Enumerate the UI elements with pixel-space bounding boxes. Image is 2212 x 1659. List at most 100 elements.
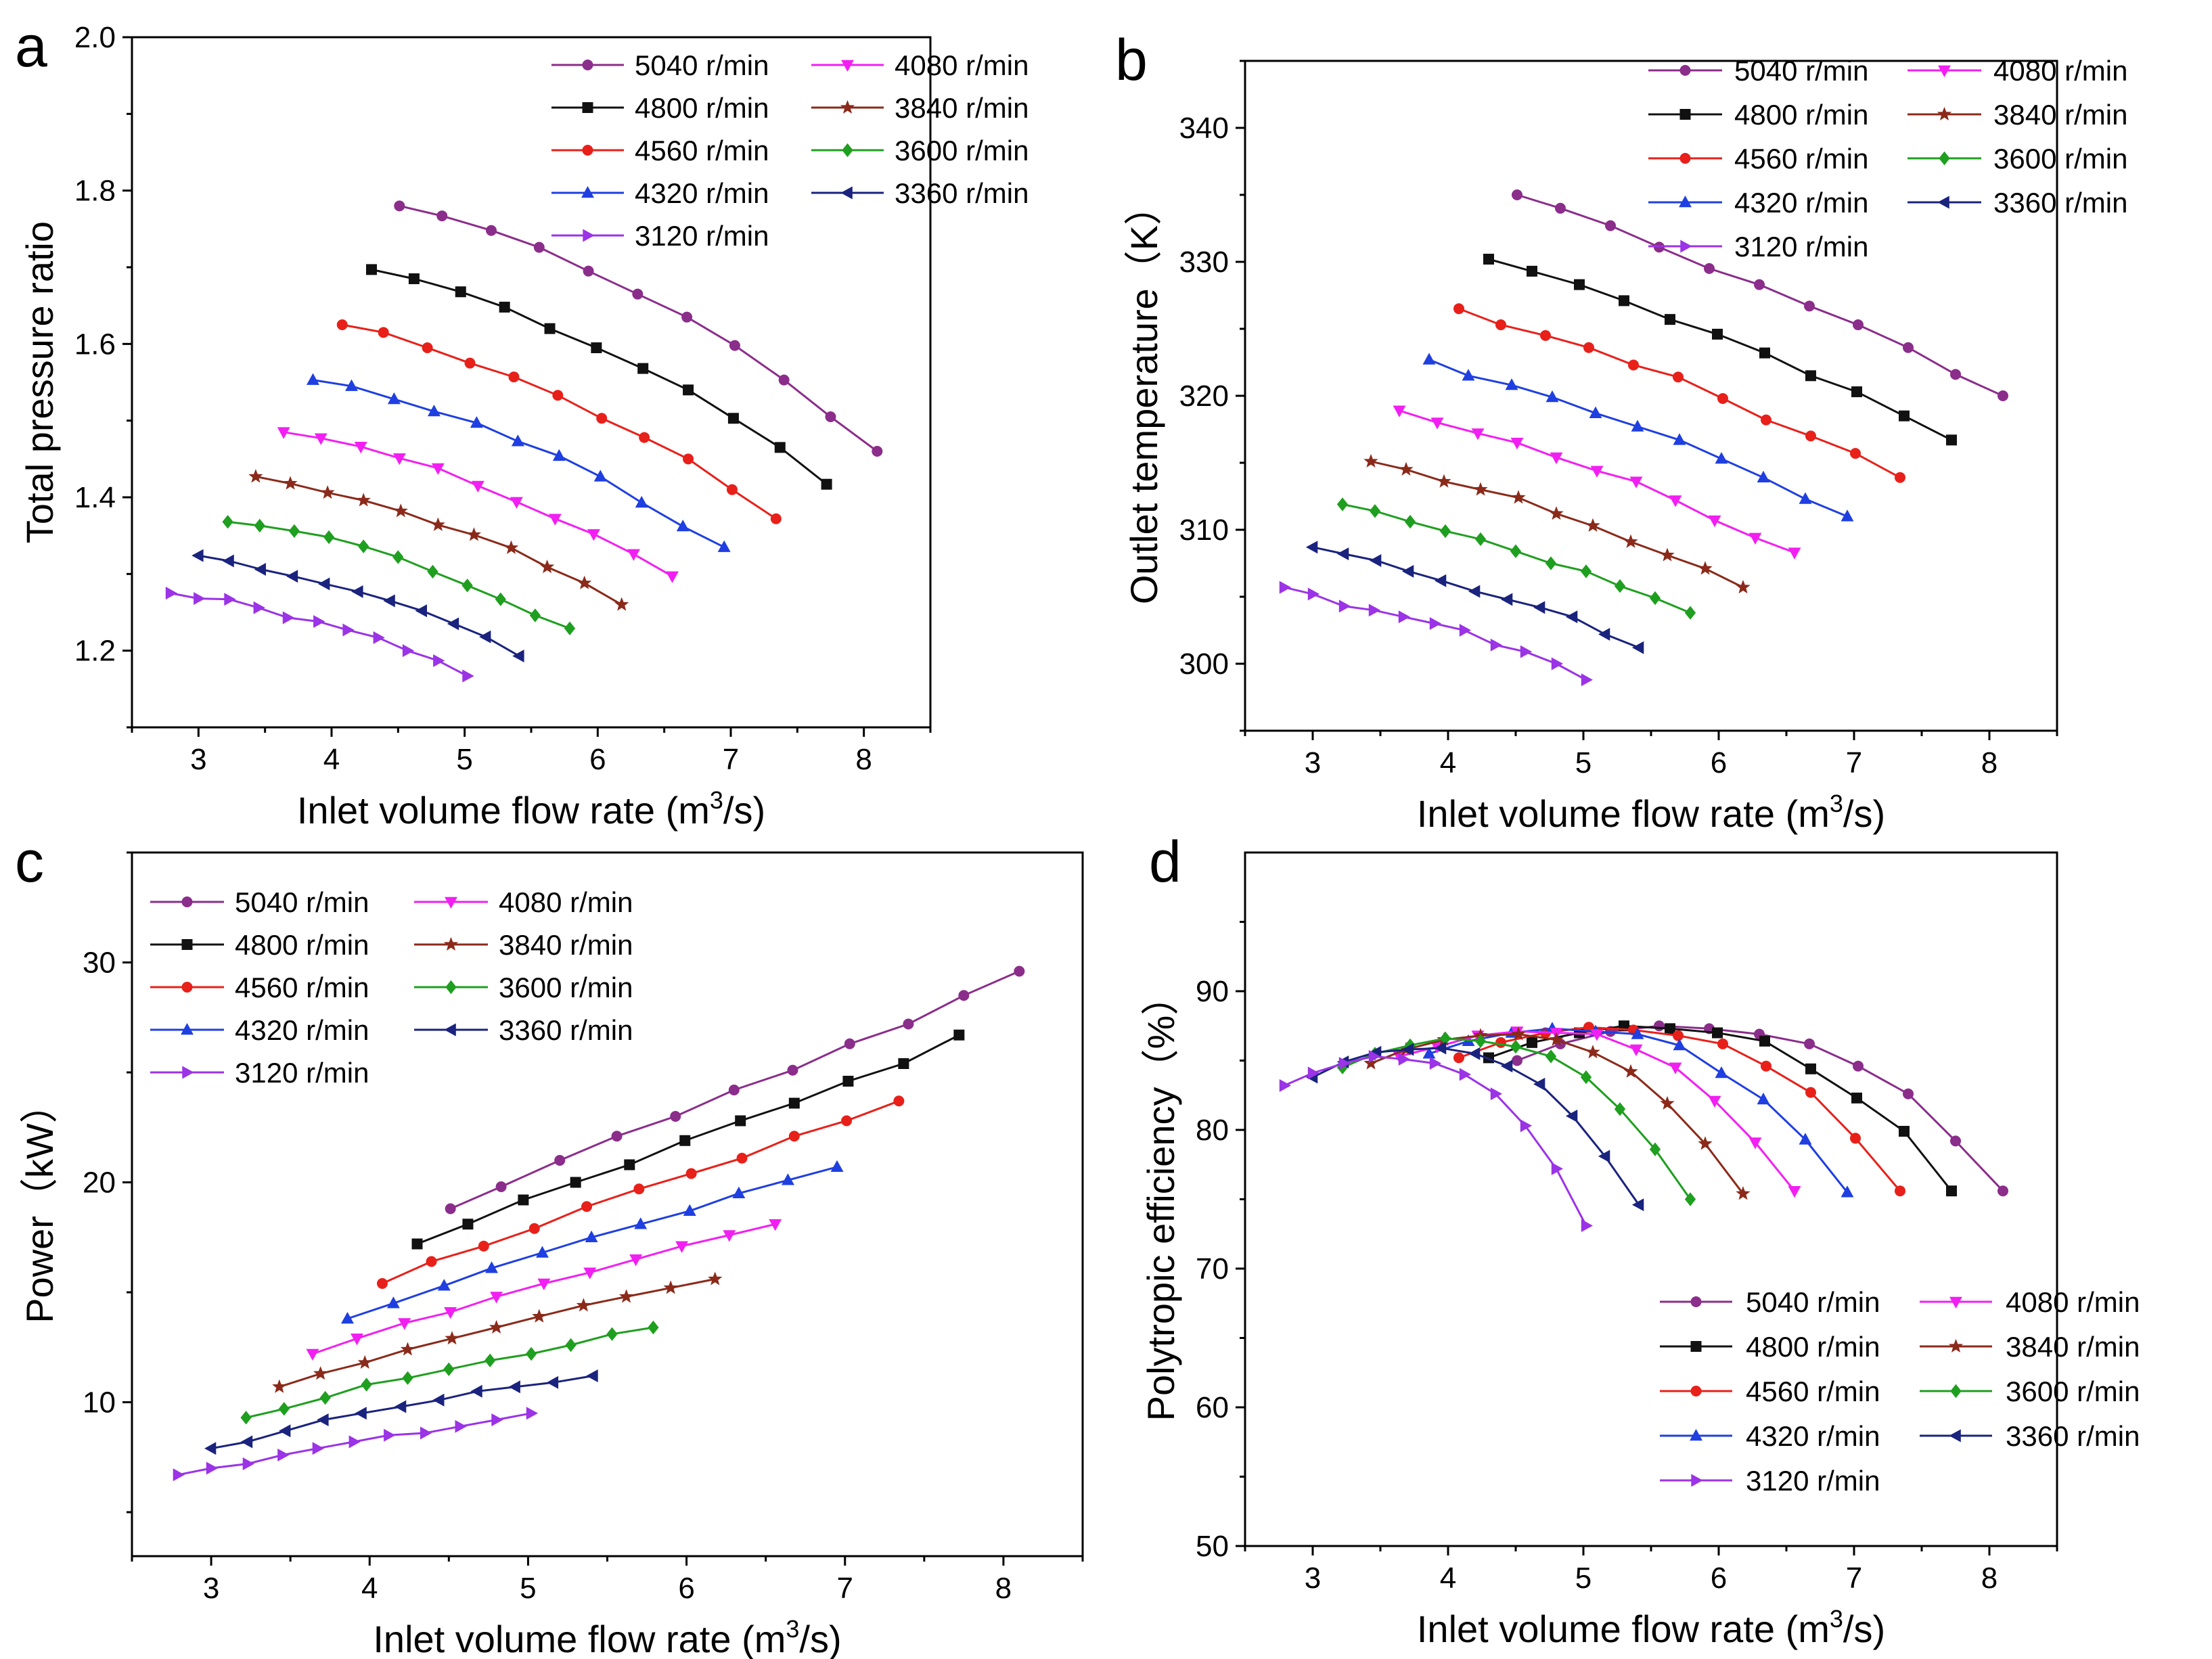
legend-label: 4800 r/min <box>1746 1331 1880 1363</box>
data-point <box>552 449 566 461</box>
data-point <box>479 630 491 643</box>
data-point <box>583 265 594 277</box>
data-point <box>1717 392 1728 404</box>
series-line <box>1370 460 1744 589</box>
data-point <box>685 1168 697 1179</box>
data-point <box>1712 1027 1723 1039</box>
data-point <box>447 617 459 631</box>
data-point <box>898 1058 909 1069</box>
panel-letter: a <box>15 14 47 79</box>
data-point <box>1660 1095 1675 1110</box>
legend-marker <box>1949 1429 1961 1442</box>
data-point <box>486 225 497 236</box>
data-point <box>1997 1185 2008 1197</box>
data-point <box>1474 1034 1487 1049</box>
legend-label: 4800 r/min <box>235 929 369 961</box>
legend-label: 4800 r/min <box>635 92 769 124</box>
data-point <box>676 520 690 532</box>
data-point <box>342 623 355 637</box>
data-point <box>320 485 335 499</box>
x-axis-label-tail: /s) <box>1843 1608 1885 1650</box>
y-tick-label: 310 <box>1179 514 1229 547</box>
y-tick-label: 90 <box>1196 975 1229 1008</box>
legend-marker <box>182 1066 194 1079</box>
legend-label: 3120 r/min <box>235 1057 369 1089</box>
data-point <box>675 1241 689 1253</box>
legend-label: 3840 r/min <box>499 929 633 961</box>
data-point <box>1336 497 1349 512</box>
data-point <box>1899 1126 1910 1137</box>
x-tick-label: 7 <box>837 1572 853 1605</box>
data-point <box>1545 390 1559 403</box>
data-point <box>769 1219 782 1231</box>
legend-label: 3360 r/min <box>2006 1420 2140 1452</box>
data-point <box>383 594 395 608</box>
data-point <box>670 1111 681 1122</box>
legend-marker <box>445 896 457 909</box>
data-point <box>1712 328 1723 340</box>
data-point <box>1511 1026 1526 1041</box>
y-tick-label: 50 <box>1196 1530 1229 1563</box>
data-point <box>462 669 474 683</box>
y-tick-label: 20 <box>83 1166 116 1200</box>
data-point <box>533 242 545 253</box>
data-point <box>1851 386 1862 398</box>
data-point <box>1368 604 1381 617</box>
data-point <box>1555 202 1566 214</box>
data-point <box>1736 1186 1751 1200</box>
data-point <box>778 374 790 386</box>
data-point <box>1759 347 1770 359</box>
series-4800 <box>1483 1020 1957 1197</box>
data-point <box>1495 1037 1506 1048</box>
x-tick-label: 3 <box>1305 746 1321 779</box>
series-line <box>255 475 623 606</box>
data-point <box>1841 509 1854 522</box>
data-point <box>614 597 629 611</box>
data-point <box>1483 254 1494 265</box>
series-3120 <box>1279 581 1594 687</box>
data-point <box>1748 532 1762 545</box>
series-3600 <box>1336 497 1696 620</box>
x-tick-label: 8 <box>1981 1562 1997 1595</box>
data-point <box>376 1278 388 1289</box>
y-tick-label: 320 <box>1179 380 1229 413</box>
x-tick-label: 6 <box>678 1572 694 1605</box>
legend-label: 5040 r/min <box>635 49 769 81</box>
data-point <box>503 540 519 554</box>
data-point <box>1665 1023 1675 1035</box>
series-line <box>283 431 673 578</box>
data-point <box>1583 342 1594 353</box>
data-point <box>639 432 650 443</box>
data-point <box>436 210 448 222</box>
data-point <box>1279 581 1292 594</box>
data-point <box>489 1319 504 1334</box>
x-tick-label: 4 <box>1440 1562 1456 1595</box>
data-point <box>1398 1052 1411 1066</box>
data-point <box>1471 428 1485 440</box>
series-5040 <box>1512 189 2008 401</box>
legend: 5040 r/min 4080 r/min 4800 r/min 3840 r/min… <box>1648 55 2127 263</box>
series-line <box>1458 307 1901 479</box>
data-point <box>585 1230 598 1242</box>
data-point <box>1512 1055 1522 1066</box>
x-axis-label-main: Inlet volume flow rate (m <box>297 789 710 832</box>
data-point <box>1804 300 1815 312</box>
data-point <box>825 411 836 422</box>
data-point <box>1950 369 1961 380</box>
series-3840 <box>248 469 629 611</box>
data-point <box>1533 1077 1545 1091</box>
data-point <box>1788 1186 1801 1198</box>
y-tick-label: 2.0 <box>74 21 116 54</box>
data-point <box>402 644 415 658</box>
plot-frame <box>1244 851 2058 1547</box>
data-point <box>224 593 236 606</box>
data-point <box>1505 378 1518 390</box>
legend-label: 3360 r/min <box>499 1014 633 1046</box>
data-point <box>1631 1198 1644 1212</box>
data-point <box>279 1424 291 1438</box>
legend-item: 3600 r/min <box>414 972 633 1003</box>
y-tick-label: 330 <box>1179 246 1229 279</box>
data-point <box>611 1131 623 1142</box>
series-4080 <box>277 427 679 583</box>
